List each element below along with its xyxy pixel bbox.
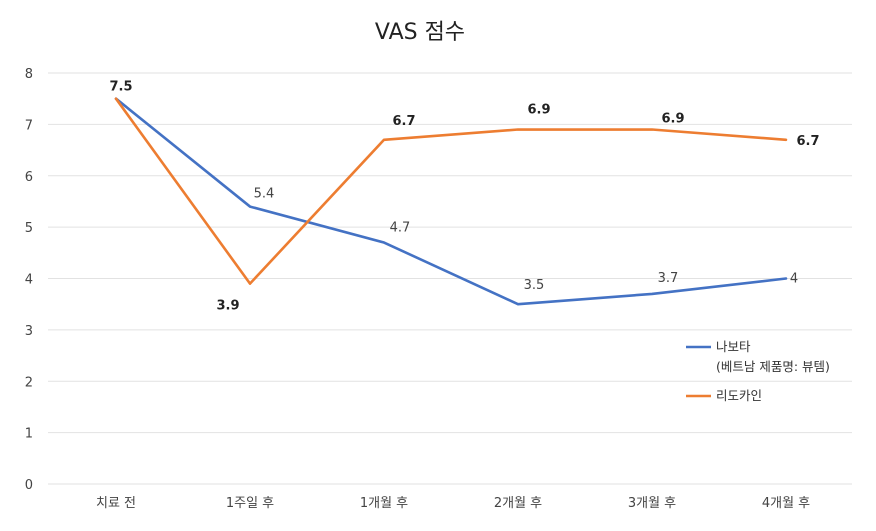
- x-tick-label-2: 1개월 후: [360, 496, 408, 511]
- data-label-nabota-4: 3.7: [658, 271, 679, 286]
- data-label-lidocaine-1: 3.9: [216, 299, 239, 314]
- series-line-lidocaine: [114, 97, 788, 285]
- data-label-lidocaine-0: 7.5: [109, 80, 132, 95]
- x-tick-label-4: 3개월 후: [628, 496, 676, 511]
- y-tick-label-2: 2: [25, 375, 33, 390]
- legend: 나보타 (베트남 제품명: 뷰템) 리도카인: [686, 339, 830, 403]
- y-tick-label-7: 7: [25, 118, 33, 133]
- y-tick-label-0: 0: [25, 478, 33, 493]
- data-labels: 5.4 4.7 3.5 3.7 4 7.5 3.9 6.7 6.9 6.9 6.7: [109, 80, 819, 314]
- y-tick-label-1: 1: [25, 427, 33, 442]
- y-tick-label-6: 6: [25, 170, 33, 185]
- data-label-nabota-1: 5.4: [254, 187, 275, 202]
- data-label-lidocaine-3: 6.9: [527, 103, 550, 118]
- legend-label-lidocaine: 리도카인: [716, 388, 762, 403]
- y-tick-label-8: 8: [25, 67, 33, 82]
- x-axis: 치료 전 1주일 후 1개월 후 2개월 후 3개월 후 4개월 후: [96, 496, 810, 511]
- y-tick-label-5: 5: [25, 221, 33, 236]
- x-tick-label-3: 2개월 후: [494, 496, 542, 511]
- x-tick-label-1: 1주일 후: [226, 496, 274, 511]
- legend-label-nabota-line2: (베트남 제품명: 뷰템): [716, 359, 830, 374]
- data-label-nabota-3: 3.5: [524, 278, 545, 293]
- data-label-lidocaine-2: 6.7: [392, 114, 415, 129]
- legend-label-nabota: 나보타: [716, 339, 751, 354]
- x-tick-label-5: 4개월 후: [762, 496, 810, 511]
- data-label-lidocaine-4: 6.9: [661, 112, 684, 127]
- chart-title: VAS 점수: [375, 20, 465, 45]
- data-label-nabota-5: 4: [790, 272, 798, 287]
- data-label-lidocaine-5: 6.7: [796, 134, 819, 149]
- series-line-nabota: [114, 97, 788, 306]
- y-tick-label-4: 4: [25, 273, 33, 288]
- y-axis: 0 1 2 3 4 5 6 7 8: [25, 67, 33, 493]
- gridlines: [48, 72, 852, 485]
- series-group: [114, 97, 788, 306]
- x-tick-label-0: 치료 전: [96, 496, 136, 511]
- data-label-nabota-2: 4.7: [390, 221, 411, 236]
- y-tick-label-3: 3: [25, 324, 33, 339]
